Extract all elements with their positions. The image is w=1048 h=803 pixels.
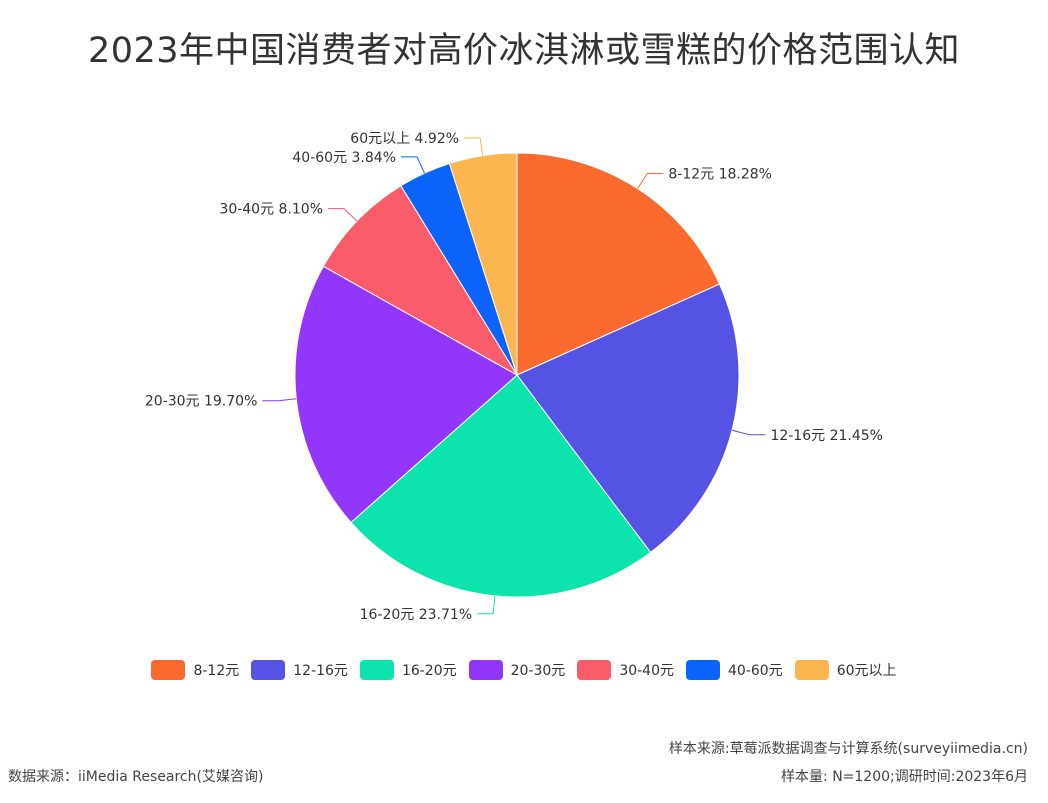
- slice-label-1: 12-16元 21.45%: [770, 428, 883, 444]
- legend-item-4[interactable]: 30-40元: [577, 660, 674, 680]
- legend-swatch: [686, 660, 720, 680]
- slice-label-3: 20-30元 19.70%: [145, 394, 258, 410]
- legend-swatch: [151, 660, 186, 680]
- legend-label: 8-12元: [193, 663, 240, 679]
- legend-label: 30-40元: [619, 663, 674, 679]
- pie-slice-0[interactable]: [516, 152, 721, 376]
- pie-slice-2[interactable]: [350, 374, 652, 598]
- legend-label: 12-16元: [293, 663, 348, 679]
- pie-chart: 8-12元 18.28% 12-16元 21.45% 16-20元 23.71% 20…: [145, 131, 883, 623]
- leader-line-3: [262, 398, 297, 402]
- legend-label: 40-60元: [728, 663, 783, 679]
- sample-source-note: 样本来源:草莓派数据调查与计算系统(surveyiimedia.cn): [668, 741, 1028, 757]
- leader-line-2: [477, 595, 496, 615]
- data-source-note: 数据来源：iiMedia Research(艾媒咨询): [8, 769, 264, 785]
- legend-label: 60元以上: [836, 663, 897, 679]
- legend-label: 16-20元: [401, 663, 457, 679]
- slice-label-0: 8-12元 18.28%: [668, 167, 772, 183]
- leader-line-1: [731, 429, 766, 436]
- legend-item-2[interactable]: 16-20元: [359, 660, 457, 680]
- pie-slice-4[interactable]: [322, 185, 519, 377]
- slice-label-4: 30-40元 8.10%: [219, 202, 323, 218]
- chart-title: 2023年中国消费者对高价冰淇淋或雪糕的价格范围认知: [87, 31, 961, 71]
- legend-swatch: [794, 660, 829, 680]
- pie-slice-1[interactable]: [516, 283, 740, 554]
- legend-item-0[interactable]: 8-12元: [151, 660, 239, 680]
- legend-label: 20-30元: [510, 663, 566, 679]
- pie-slice-3[interactable]: [294, 265, 518, 524]
- leader-line-6: [464, 137, 484, 156]
- slice-label-6: 60元以上 4.92%: [350, 131, 459, 147]
- legend-item-5[interactable]: 40-60元: [686, 660, 783, 680]
- leader-line-5: [401, 156, 425, 174]
- legend-item-6[interactable]: 60元以上: [794, 660, 897, 680]
- leader-line-0: [637, 173, 664, 189]
- chart-legend: 8-12元 12-16元 16-20元 20-30元 30-40元 40-60元 60元以上: [0, 660, 1048, 680]
- legend-swatch: [577, 660, 612, 680]
- legend-item-1[interactable]: 12-16元: [251, 660, 348, 680]
- slice-label-2: 16-20元 23.71%: [360, 607, 473, 623]
- sample-size-note: 样本量: N=1200;调研时间:2023年6月: [781, 769, 1028, 785]
- leader-line-4: [328, 208, 358, 222]
- legend-swatch: [251, 660, 286, 680]
- legend-swatch: [468, 660, 503, 680]
- legend-swatch: [359, 660, 394, 680]
- slice-label-5: 40-60元 3.84%: [292, 150, 396, 166]
- legend-item-3[interactable]: 20-30元: [468, 660, 566, 680]
